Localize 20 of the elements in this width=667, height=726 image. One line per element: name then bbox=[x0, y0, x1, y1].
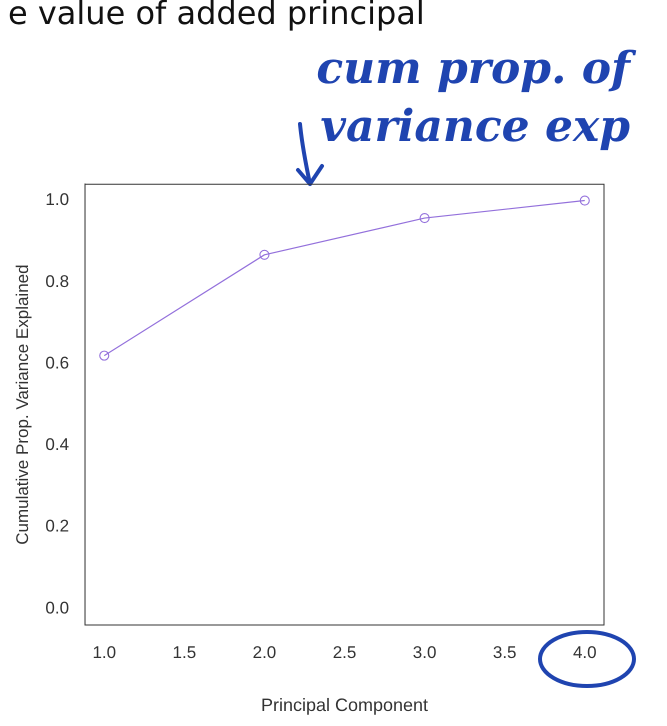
y-tick-label: 0.4 bbox=[45, 435, 70, 454]
point bbox=[420, 213, 430, 224]
point bbox=[99, 350, 110, 361]
x-tick-label: 3.5 bbox=[492, 642, 517, 662]
point bbox=[259, 250, 270, 260]
x-tick-label: 2.5 bbox=[332, 642, 356, 662]
y-tick-label: 0.2 bbox=[45, 516, 70, 536]
x-tick-label: 1.5 bbox=[172, 642, 196, 662]
x-tick-label: 3.0 bbox=[412, 642, 436, 662]
point bbox=[580, 195, 590, 206]
x-tick-label: 4.0 bbox=[572, 642, 597, 662]
x-tick-label: 2.0 bbox=[252, 642, 276, 662]
y-tick-label: 0.8 bbox=[45, 272, 70, 291]
x-tick-label: 1.0 bbox=[92, 642, 116, 662]
y-tick-label: 0.0 bbox=[45, 598, 70, 618]
y-tick-label: 0.6 bbox=[45, 353, 70, 372]
text: e value of added principal bbox=[8, 0, 425, 32]
y-tick-label: 1.0 bbox=[45, 190, 70, 210]
x-axis-title: Principal Component bbox=[260, 695, 428, 716]
y-axis-title: Cumulative Prop. Variance Explained bbox=[12, 264, 32, 545]
